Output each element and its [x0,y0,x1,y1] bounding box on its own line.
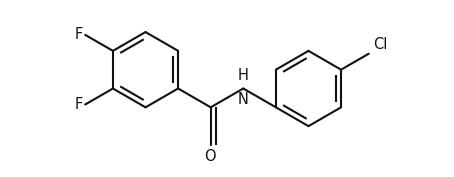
Text: N: N [238,92,249,107]
Text: O: O [204,149,216,164]
Text: F: F [75,97,83,112]
Text: Cl: Cl [373,37,387,52]
Text: F: F [75,27,83,42]
Text: H: H [238,68,249,83]
